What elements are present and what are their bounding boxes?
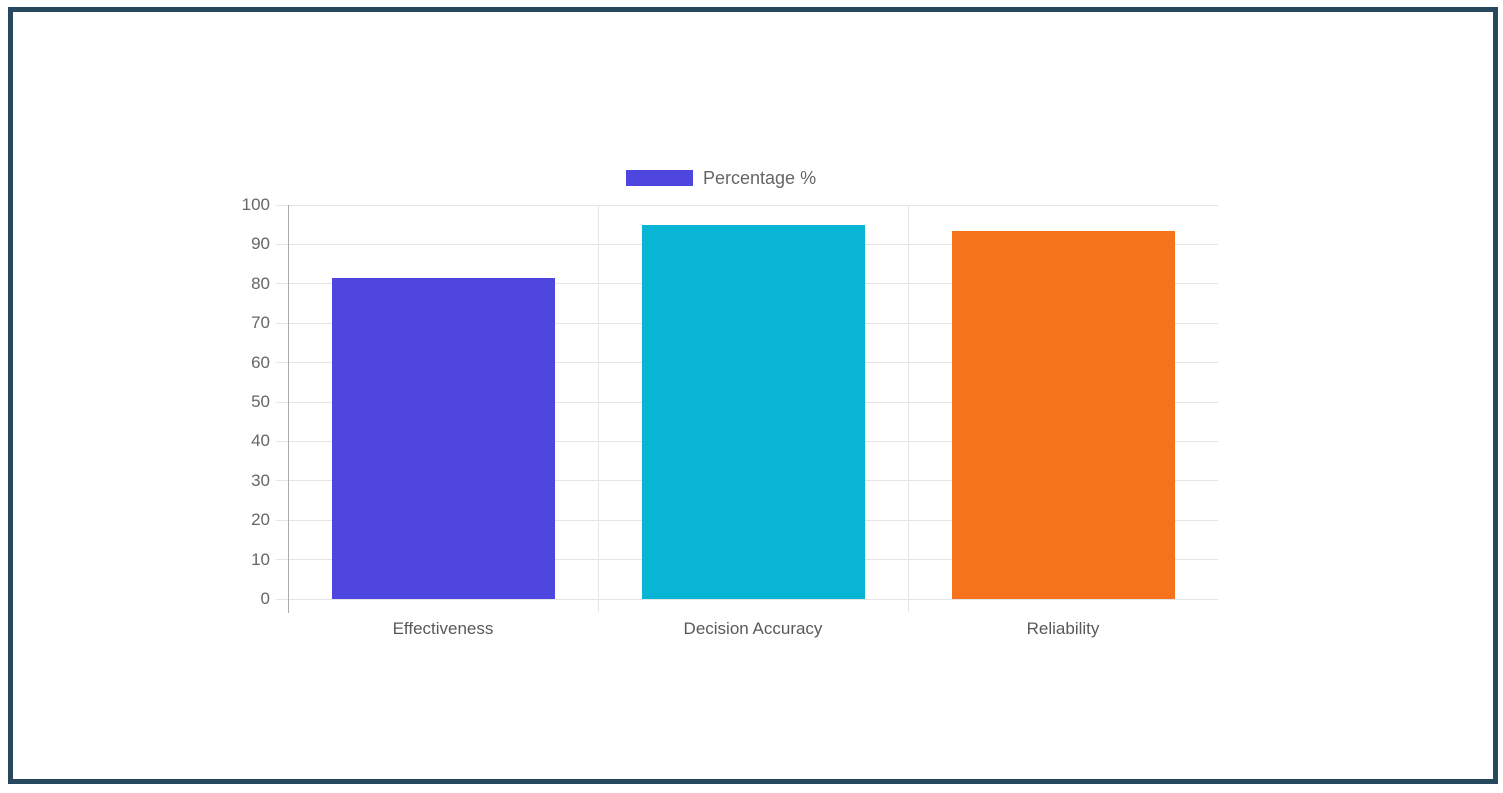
y-tick-label: 60 — [251, 352, 270, 372]
y-tick-label: 20 — [251, 510, 270, 530]
y-tick-label: 10 — [251, 549, 270, 569]
bar-reliability[interactable] — [952, 231, 1175, 599]
x-label-reliability: Reliability — [1026, 619, 1100, 638]
y-tick-label: 30 — [251, 470, 270, 490]
y-tick-label: 0 — [260, 589, 270, 608]
y-tick-label: 50 — [251, 392, 270, 411]
y-tick-label: 100 — [241, 195, 270, 214]
bar-decision-accuracy[interactable] — [642, 225, 865, 599]
y-tick-label: 80 — [251, 273, 270, 293]
gridline — [276, 598, 1218, 600]
x-label-effectiveness: Effectiveness — [392, 619, 494, 638]
bar-effectiveness[interactable] — [332, 278, 555, 599]
x-label-decision-accuracy: Decision Accuracy — [683, 619, 823, 638]
legend-swatch — [626, 170, 693, 186]
y-axis-line — [287, 205, 289, 613]
y-tick-label: 40 — [251, 431, 270, 451]
plot-area — [276, 204, 1218, 613]
y-tick-label: 90 — [251, 234, 270, 254]
y-tick-label: 70 — [251, 313, 270, 333]
legend-label: Percentage % — [703, 167, 817, 188]
gridline — [276, 204, 1218, 206]
gridline — [907, 205, 909, 612]
chart-legend-item[interactable]: Percentage % — [626, 164, 816, 192]
gridline — [597, 205, 599, 612]
